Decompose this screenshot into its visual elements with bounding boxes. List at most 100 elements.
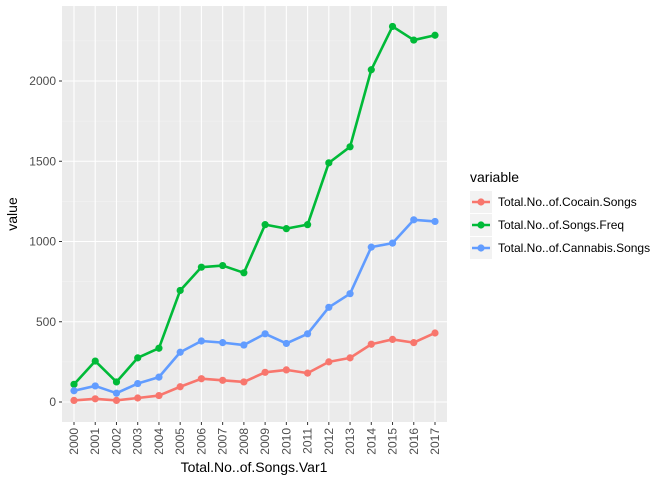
y-axis-ticks: 0 500 1000 1500 2000 <box>29 74 62 409</box>
data-point <box>176 286 184 295</box>
x-tick-label: 2012 <box>322 428 336 455</box>
data-point <box>91 357 99 365</box>
data-point <box>303 221 312 229</box>
legend-key-point <box>477 198 485 206</box>
x-tick-label: 2008 <box>237 428 251 455</box>
data-point <box>303 369 312 377</box>
data-point <box>282 225 290 233</box>
data-point <box>91 382 99 390</box>
series-group <box>70 22 439 404</box>
data-point <box>325 303 333 311</box>
data-point <box>197 337 206 345</box>
x-tick-label: 2004 <box>152 428 166 455</box>
x-tick-label: 2013 <box>343 428 357 455</box>
x-tick-label: 2001 <box>88 428 102 455</box>
legend-label: Total.No..of.Cannabis.Songs <box>498 241 650 255</box>
data-point <box>176 383 184 391</box>
data-point <box>410 339 418 347</box>
legend-label: Total.No..of.Cocain.Songs <box>498 195 637 209</box>
legend-label: Total.No..of.Songs.Freq <box>498 218 624 232</box>
data-point <box>70 396 78 404</box>
x-tick-label: 2009 <box>258 428 272 455</box>
legend: variable Total.No..of.Cocain.Songs Total.… <box>470 169 650 259</box>
data-point <box>155 391 163 400</box>
data-point <box>70 387 78 395</box>
y-tick-label: 0 <box>49 395 56 409</box>
x-tick-label: 2017 <box>428 428 442 455</box>
x-tick-label: 2007 <box>216 428 230 455</box>
x-axis-title: Total.No..of.Songs.Var1 <box>181 459 328 475</box>
series-line <box>73 218 436 395</box>
data-point <box>431 217 439 226</box>
x-tick-label: 2015 <box>386 428 400 455</box>
y-tick-label: 2000 <box>29 74 56 88</box>
data-point <box>388 22 397 31</box>
data-point <box>91 395 99 403</box>
data-point <box>261 330 269 338</box>
data-point <box>134 394 142 402</box>
series-3 <box>70 216 439 397</box>
data-point <box>261 368 269 376</box>
data-point <box>388 335 397 344</box>
data-point <box>261 221 269 229</box>
data-point <box>388 239 397 247</box>
data-point <box>346 290 354 298</box>
x-tick-label: 2003 <box>131 428 145 455</box>
data-point <box>219 339 227 347</box>
grid <box>62 6 447 422</box>
legend-key-point <box>477 244 485 252</box>
legend-title: variable <box>470 169 519 185</box>
data-point <box>346 143 354 151</box>
data-point <box>197 375 206 383</box>
legend-item: Total.No..of.Cocain.Songs <box>470 191 637 213</box>
data-point <box>367 66 375 74</box>
x-tick-label: 2014 <box>364 428 378 455</box>
data-point <box>325 358 333 366</box>
x-tick-label: 2005 <box>173 428 187 455</box>
series-line <box>73 25 436 386</box>
data-point <box>367 340 375 348</box>
data-point <box>410 216 418 224</box>
data-point <box>134 379 142 388</box>
x-tick-label: 2016 <box>407 428 421 455</box>
data-point <box>155 344 163 352</box>
data-point <box>219 376 227 384</box>
x-tick-label: 2010 <box>279 428 293 455</box>
y-tick-label: 1500 <box>29 154 56 168</box>
data-point <box>240 269 248 277</box>
data-point <box>70 380 78 388</box>
x-tick-label: 2002 <box>109 428 123 455</box>
data-point <box>197 263 206 271</box>
data-point <box>219 261 227 270</box>
y-tick-label: 1000 <box>29 235 56 249</box>
data-point <box>303 330 312 338</box>
data-point <box>325 159 333 167</box>
series-2 <box>70 22 439 388</box>
data-point <box>176 348 184 356</box>
series-1 <box>70 329 439 404</box>
x-tick-label: 2000 <box>67 428 81 455</box>
legend-item: Total.No..of.Songs.Freq <box>470 214 624 236</box>
data-point <box>240 341 248 349</box>
data-point <box>282 366 290 374</box>
data-point <box>431 31 439 39</box>
data-point <box>367 243 375 251</box>
data-point <box>155 373 163 381</box>
legend-item: Total.No..of.Cannabis.Songs <box>470 237 650 259</box>
x-tick-label: 2006 <box>194 428 208 455</box>
data-point <box>112 396 121 404</box>
data-point <box>112 389 121 397</box>
plot-panel <box>62 6 447 422</box>
x-tick-label: 2011 <box>301 428 315 454</box>
data-point <box>240 378 248 386</box>
data-point <box>431 329 439 337</box>
data-point <box>346 354 354 362</box>
data-point <box>134 354 142 362</box>
legend-key-point <box>477 221 485 229</box>
x-axis-ticks: 2000 2001 2002 2003 2004 2005 2006 2007 2008 2009… <box>67 422 442 455</box>
y-axis-title: value <box>4 197 20 231</box>
data-point <box>282 339 290 348</box>
y-tick-label: 500 <box>36 315 56 329</box>
data-point <box>410 36 418 44</box>
